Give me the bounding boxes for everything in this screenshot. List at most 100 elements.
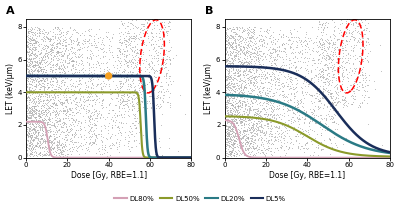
Point [343,103,350,106]
Point [78,142,84,145]
Point [224,85,230,88]
Point [226,97,232,101]
Point [122,44,129,47]
Point [310,80,317,84]
Point [33,47,40,51]
Point [238,115,245,119]
Point [106,48,112,52]
Point [123,74,129,78]
Point [288,62,294,65]
Point [228,56,235,60]
Point [222,63,228,66]
Point [326,107,333,110]
Point [26,97,32,100]
Point [98,41,105,44]
Point [252,74,258,78]
Point [275,80,282,83]
Point [274,112,280,115]
Point [293,64,300,67]
Point [26,132,32,135]
Point [272,126,278,129]
Point [37,140,44,143]
Point [72,60,79,63]
Point [56,76,62,79]
Point [357,73,364,77]
Point [262,34,269,37]
Point [246,35,253,38]
Point [84,104,90,107]
Point [229,150,235,153]
Point [230,127,236,130]
Point [228,67,235,70]
Point [263,119,269,122]
Point [97,47,103,50]
Point [44,72,50,76]
Point [63,104,69,107]
Point [112,134,118,137]
Point [359,72,366,76]
Point [229,51,236,54]
Point [101,82,108,85]
Point [240,128,247,132]
Point [237,115,244,119]
Point [334,56,340,59]
Point [24,114,30,118]
Point [54,59,61,62]
Point [246,111,253,114]
Point [40,100,46,103]
Point [116,80,122,83]
Point [47,111,53,114]
Point [243,123,250,126]
Point [342,89,349,92]
Point [141,84,148,87]
Point [254,56,261,60]
Point [282,52,289,55]
Point [283,41,289,44]
Point [106,109,112,112]
Point [71,46,78,50]
Point [108,44,114,48]
Point [117,87,123,90]
Point [296,131,303,134]
Point [274,52,280,56]
Point [64,55,71,58]
Point [34,26,41,29]
Point [256,130,263,133]
Point [232,145,238,148]
Point [42,135,49,138]
Point [89,133,95,136]
Point [247,107,253,110]
Point [87,48,94,52]
Point [55,67,62,70]
Point [29,68,35,72]
Point [48,147,54,151]
Point [321,21,328,25]
Point [56,153,62,156]
Point [238,119,244,123]
Point [128,47,134,51]
Point [252,107,258,110]
Point [250,153,256,157]
Point [320,68,326,71]
Point [103,137,109,140]
Point [50,65,56,68]
Point [25,33,32,36]
Point [119,93,125,96]
Point [39,142,45,145]
Point [40,90,46,93]
Point [256,116,262,119]
Point [42,153,49,156]
Point [228,123,234,126]
Point [237,59,244,63]
Point [348,32,355,36]
Point [224,122,230,125]
Point [286,108,292,112]
Point [126,42,133,45]
Point [24,51,31,54]
Point [291,86,298,90]
Point [126,46,133,49]
Point [51,94,58,98]
Point [321,64,327,67]
Point [25,79,31,83]
Point [47,47,54,51]
